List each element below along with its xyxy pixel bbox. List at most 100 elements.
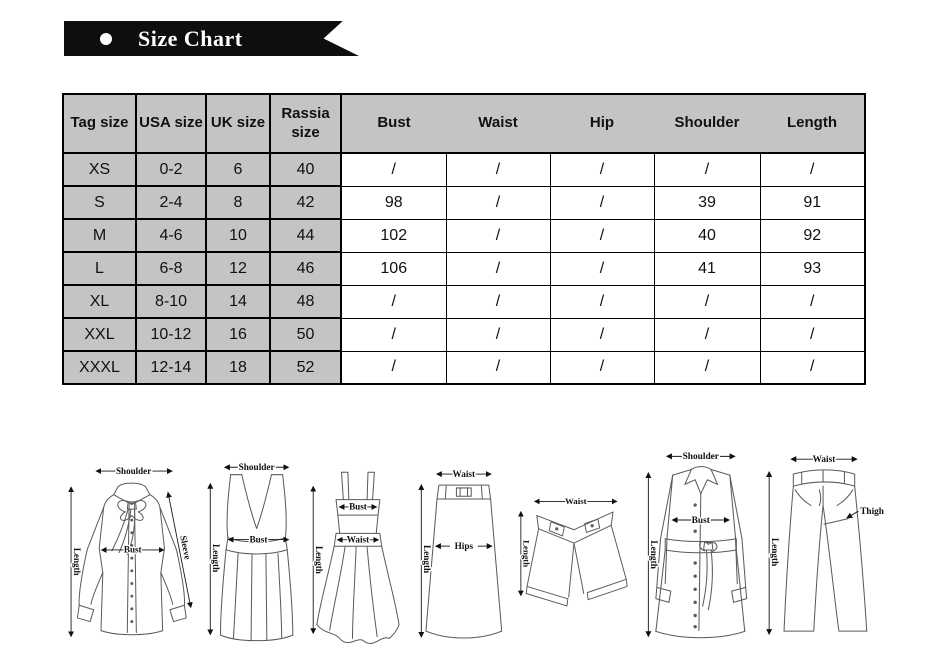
cell-tag: XL (62, 284, 137, 319)
label-length: Length (210, 544, 220, 573)
cell-tag: L (62, 251, 137, 286)
cell-length: / (759, 317, 866, 352)
cell-bust: / (340, 317, 447, 352)
header-uk-size: UK size (205, 93, 271, 154)
cell-length: / (759, 284, 866, 319)
label-length: Length (769, 538, 779, 567)
header-bust: Bust (340, 93, 447, 154)
cell-tag: S (62, 185, 137, 220)
label-waist: Waist (452, 469, 475, 479)
cell-waist: / (445, 317, 551, 352)
cell-uk: 6 (205, 152, 271, 187)
label-bust: Bust (249, 535, 268, 545)
table-header-row: Tag size USA size UK size Rassia size Bu… (62, 93, 866, 154)
label-length: Length (72, 548, 82, 576)
label-shoulder: Shoulder (116, 466, 151, 476)
cell-hip: / (549, 251, 655, 286)
cell-length: / (759, 152, 866, 187)
cell-waist: / (445, 284, 551, 319)
vest-outline (219, 474, 293, 642)
sling-dress-outline (316, 472, 400, 645)
cell-hip: / (549, 152, 655, 187)
label-thigh: Thigh (860, 507, 885, 517)
label-bust: Bust (691, 516, 710, 526)
header-shoulder: Shoulder (654, 93, 761, 154)
cell-bust: 102 (340, 218, 447, 253)
cell-length: 93 (759, 251, 866, 286)
shorts-outline (525, 511, 628, 606)
cell-tag: M (62, 218, 137, 253)
cell-length: 92 (759, 218, 866, 253)
pants-outline (783, 469, 868, 632)
diagram-shorts: Waist Length (517, 494, 628, 606)
skirt-outline (424, 484, 502, 639)
diagram-coat: Shoulder Length Bust (644, 451, 747, 638)
cell-uk: 8 (205, 185, 271, 220)
cell-bust: / (340, 152, 447, 187)
cell-shoulder: / (653, 317, 761, 352)
cell-uk: 10 (205, 218, 271, 253)
cell-bust: 106 (340, 251, 447, 286)
cell-shoulder: / (653, 284, 761, 319)
cell-length: / (759, 350, 866, 385)
header-rassia-size: Rassia size (269, 93, 342, 154)
diagram-pants: Waist Length Thigh (766, 454, 886, 636)
sleeve-arrow (166, 491, 193, 609)
banner-title: Size Chart (138, 25, 243, 51)
cell-uk: 14 (205, 284, 271, 319)
cell-usa: 10-12 (135, 317, 207, 352)
thigh-arrow (846, 510, 859, 519)
cell-hip: / (549, 350, 655, 385)
cell-usa: 6-8 (135, 251, 207, 286)
label-hips: Hips (454, 541, 473, 551)
cell-shoulder: 40 (653, 218, 761, 253)
cell-usa: 2-4 (135, 185, 207, 220)
cell-shoulder: / (653, 152, 761, 187)
cell-shoulder: 41 (653, 251, 761, 286)
label-waist: Waist (813, 455, 837, 465)
size-chart-banner: Size Chart (64, 21, 359, 56)
cell-bust: / (340, 284, 447, 319)
blouse-outline (76, 482, 187, 636)
cell-hip: / (549, 284, 655, 319)
label-waist: Waist (565, 496, 587, 506)
cell-bust: 98 (340, 185, 447, 220)
cell-hip: / (549, 185, 655, 220)
table-row-xxxl: XXXL 12-14 18 52 / / / / / (62, 350, 866, 385)
cell-rassia: 50 (269, 317, 342, 352)
size-table: Tag size USA size UK size Rassia size Bu… (62, 93, 866, 385)
cell-usa: 8-10 (135, 284, 207, 319)
coat-outline (654, 465, 747, 638)
cell-rassia: 40 (269, 152, 342, 187)
diagram-skirt: Waist Length Hips (417, 468, 502, 639)
cell-usa: 4-6 (135, 218, 207, 253)
cell-tag: XS (62, 152, 137, 187)
cell-waist: / (445, 185, 551, 220)
cell-hip: / (549, 218, 655, 253)
bullet-icon (100, 32, 112, 45)
label-shoulder: Shoulder (238, 463, 274, 473)
header-length: Length (760, 93, 866, 154)
cell-shoulder: 39 (653, 185, 761, 220)
table-row-xxl: XXL 10-12 16 50 / / / / / (62, 317, 866, 352)
cell-shoulder: / (653, 350, 761, 385)
cell-waist: / (445, 218, 551, 253)
cell-bust: / (340, 350, 447, 385)
header-waist: Waist (446, 93, 551, 154)
label-length: Length (522, 540, 532, 567)
cell-waist: / (445, 152, 551, 187)
label-length: Length (314, 546, 324, 574)
table-row-xl: XL 8-10 14 48 / / / / / (62, 284, 866, 319)
cell-usa: 12-14 (135, 350, 207, 385)
cell-rassia: 44 (269, 218, 342, 253)
cell-rassia: 42 (269, 185, 342, 220)
diagram-blouse: Shoulder Length Bust Sleeve (68, 465, 194, 638)
label-length: Length (648, 540, 658, 569)
cell-rassia: 46 (269, 251, 342, 286)
diagram-vest: Shoulder Length Bust (206, 462, 293, 642)
table-row-xs: XS 0-2 6 40 / / / / / (62, 152, 866, 187)
table-row-l: L 6-8 12 46 106 / / 41 93 (62, 251, 866, 286)
header-hip: Hip (550, 93, 655, 154)
label-length: Length (422, 545, 432, 573)
table-row-m: M 4-6 10 44 102 / / 40 92 (62, 218, 866, 253)
